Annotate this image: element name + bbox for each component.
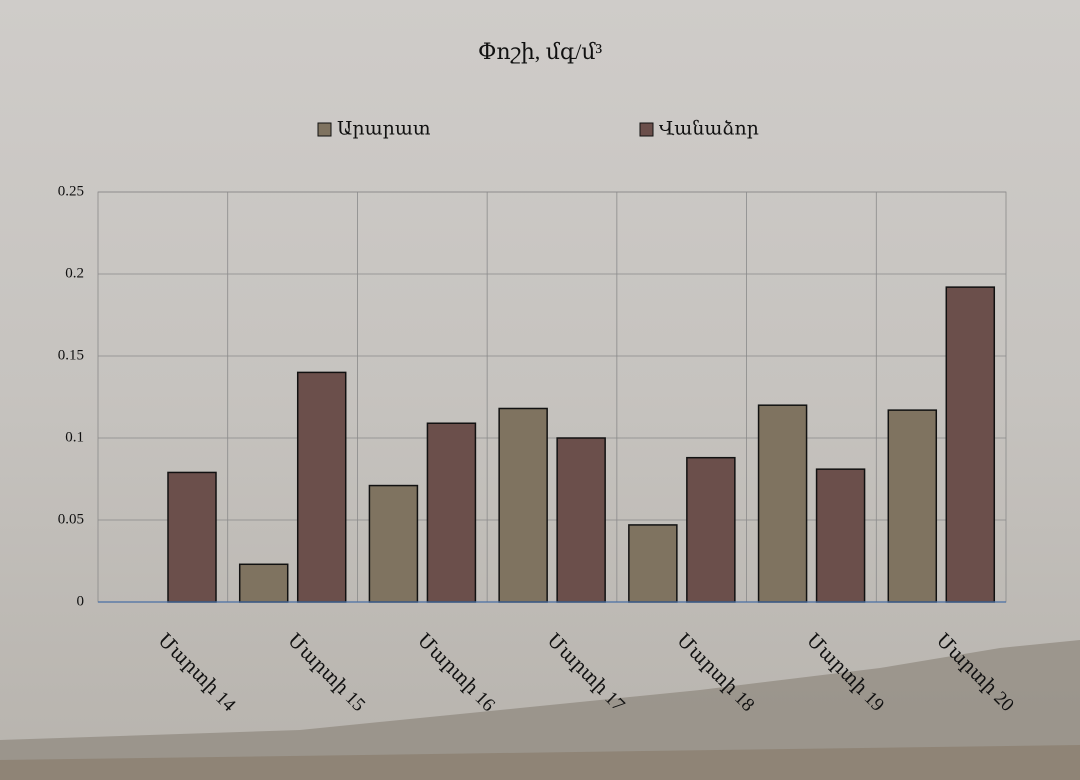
bar <box>686 456 736 603</box>
y-tick-label: 0.1 <box>65 429 84 445</box>
bar <box>296 371 347 603</box>
bar <box>368 484 419 603</box>
y-tick-label: 0 <box>77 593 85 609</box>
bar <box>945 286 996 603</box>
legend-swatch <box>639 122 654 137</box>
legend-label: Վանաձոր <box>659 118 759 139</box>
chart-title: Փոշի, մգ/մ³ <box>478 39 603 64</box>
bar <box>815 468 866 603</box>
bar <box>887 409 938 603</box>
legend-swatch <box>317 122 332 137</box>
bar <box>426 422 477 603</box>
bar <box>757 404 808 603</box>
bar <box>167 471 217 603</box>
y-tick-label: 0.15 <box>58 347 84 363</box>
y-tick-label: 0.05 <box>58 511 84 527</box>
background-field <box>0 745 1080 780</box>
y-tick-label: 0.2 <box>65 265 84 281</box>
bar <box>238 563 289 603</box>
background-hills <box>0 640 1080 780</box>
bar <box>498 407 548 603</box>
bar <box>556 437 606 603</box>
y-tick-label: 0.25 <box>58 183 84 199</box>
legend-label: Արարատ <box>337 118 431 139</box>
bar <box>628 524 678 603</box>
